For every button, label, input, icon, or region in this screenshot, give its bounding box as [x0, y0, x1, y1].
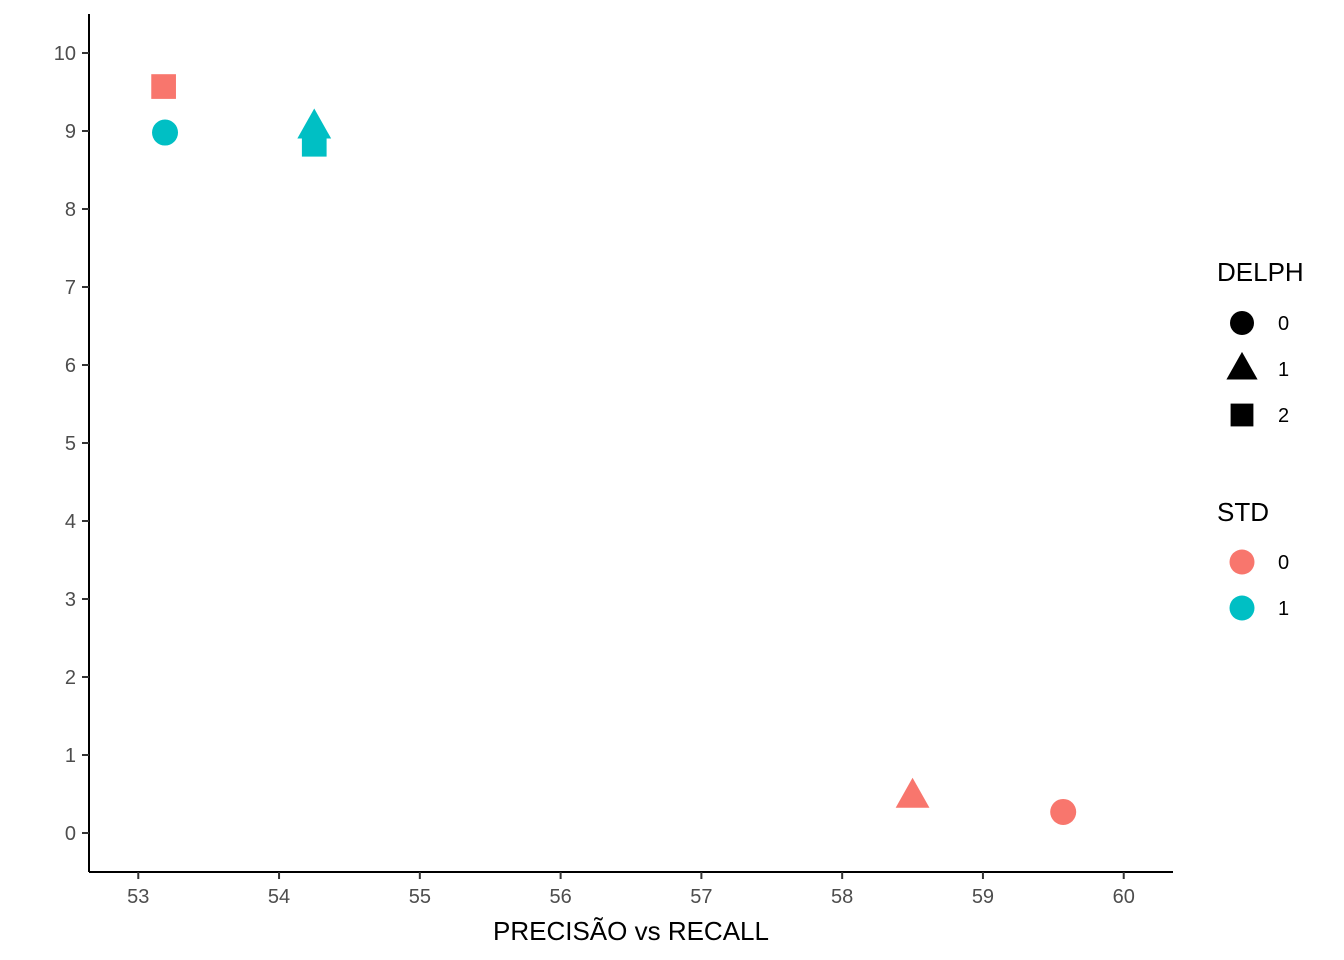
y-tick-label: 3 [65, 589, 76, 611]
y-tick-label: 5 [65, 433, 76, 455]
legend-color-label: 1 [1278, 598, 1289, 620]
data-point [152, 119, 179, 146]
legend-color-title: STD [1217, 497, 1269, 527]
x-tick-label: 53 [127, 886, 149, 908]
y-tick-label: 2 [65, 667, 76, 689]
y-tick-label: 9 [65, 121, 76, 143]
y-tick-label: 6 [65, 355, 76, 377]
x-tick-label: 57 [690, 886, 712, 908]
y-tick-label: 0 [65, 823, 76, 845]
data-point [895, 777, 930, 808]
x-axis-title: PRECISÃO vs RECALL [493, 916, 769, 946]
axes [88, 14, 1173, 873]
data-points [151, 74, 1077, 825]
legend: DELPH 012 STD 01 [1217, 257, 1304, 621]
legend-color-entries: 01 [1229, 549, 1289, 621]
y-tick-label: 10 [54, 43, 76, 65]
x-ticks: 53 54 55 56 57 58 59 60 [127, 872, 1135, 908]
legend-color-key [1229, 595, 1255, 621]
x-tick-label: 56 [549, 886, 571, 908]
x-tick-label: 60 [1113, 886, 1135, 908]
legend-shape-label: 2 [1278, 405, 1289, 427]
data-point [151, 74, 176, 99]
x-tick-label: 58 [831, 886, 853, 908]
y-tick-label: 7 [65, 277, 76, 299]
y-tick-label: 8 [65, 199, 76, 221]
legend-color-label: 0 [1278, 552, 1289, 574]
y-ticks: 0 1 2 3 4 5 6 7 8 9 10 [54, 43, 89, 845]
legend-shape-key [1230, 311, 1254, 335]
data-point [1050, 798, 1077, 825]
legend-shape-label: 0 [1278, 313, 1289, 335]
legend-color-key [1229, 549, 1255, 575]
legend-shape-label: 1 [1278, 359, 1289, 381]
x-tick-label: 55 [409, 886, 431, 908]
y-tick-label: 1 [65, 745, 76, 767]
x-tick-label: 59 [972, 886, 994, 908]
legend-shape-key [1226, 351, 1258, 380]
y-tick-label: 4 [65, 511, 76, 533]
x-tick-label: 54 [268, 886, 290, 908]
legend-shape-key [1230, 403, 1254, 427]
data-point [297, 108, 332, 139]
legend-shape-entries: 0 1 2 [1226, 311, 1289, 427]
legend-shape-title: DELPH [1217, 257, 1304, 287]
